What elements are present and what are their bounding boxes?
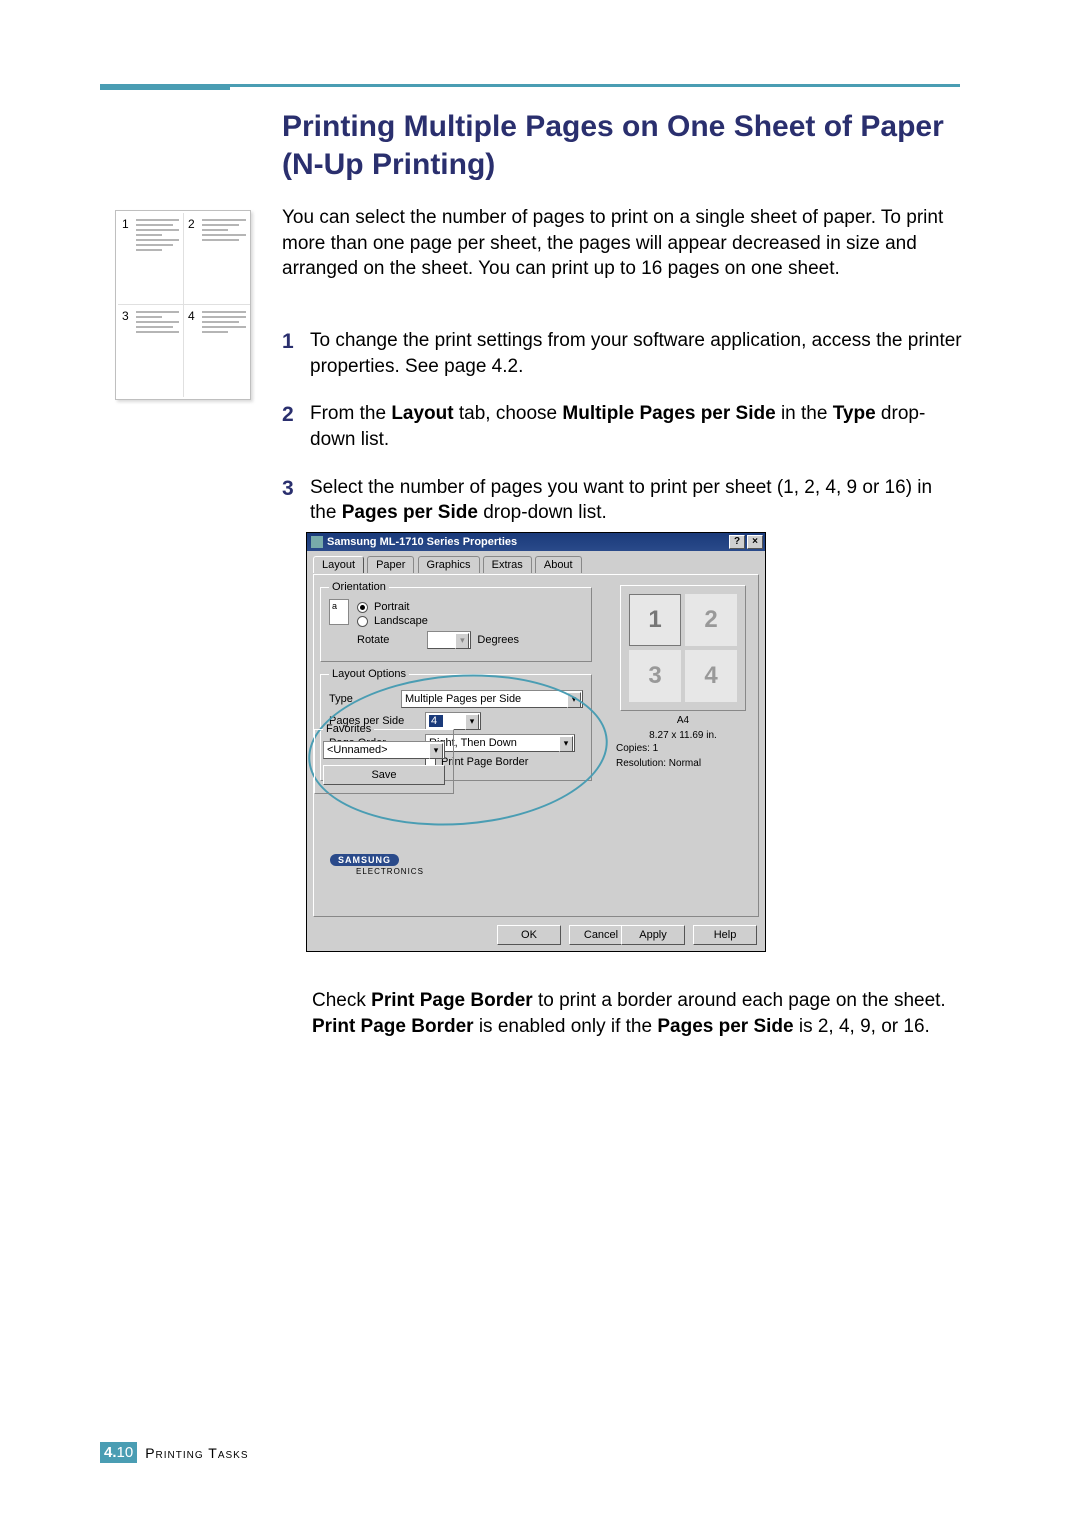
step-number: 1 xyxy=(282,328,310,379)
preview-size: 8.27 x 11.69 in. xyxy=(616,730,750,741)
preview-cell: 1 xyxy=(629,594,681,646)
save-button[interactable]: Save xyxy=(323,765,445,785)
rotate-label: Rotate xyxy=(357,634,389,646)
close-button[interactable]: × xyxy=(747,535,763,549)
step-number: 2 xyxy=(282,401,310,452)
brand-logo: SAMSUNG ELECTRONICS xyxy=(330,854,424,876)
preview-resolution: Resolution: Normal xyxy=(616,758,750,771)
degrees-label: Degrees xyxy=(477,634,519,646)
step-text: From the Layout tab, choose Multiple Pag… xyxy=(310,401,962,452)
page-title: Printing Multiple Pages on One Sheet of … xyxy=(282,108,962,183)
favorites-combo[interactable]: <Unnamed> xyxy=(323,741,445,759)
tab-layout[interactable]: Layout xyxy=(313,556,364,573)
titlebar[interactable]: Samsung ML-1710 Series Properties ? × xyxy=(307,533,765,551)
diagram-cell-num: 2 xyxy=(188,217,195,231)
diagram-cell-num: 3 xyxy=(122,309,129,323)
step-1: 1 To change the print settings from your… xyxy=(282,328,962,379)
step-number: 3 xyxy=(282,475,310,526)
preview-paper: A4 xyxy=(616,715,750,726)
orientation-icon xyxy=(329,599,349,625)
intro-paragraph: You can select the number of pages to pr… xyxy=(282,205,962,282)
step-3: 3 Select the number of pages you want to… xyxy=(282,475,962,526)
rotate-combo[interactable] xyxy=(427,631,471,649)
post-paragraph: Check Print Page Border to print a borde… xyxy=(312,988,952,1039)
tab-about[interactable]: About xyxy=(535,556,582,573)
tab-paper[interactable]: Paper xyxy=(367,556,414,573)
help-button[interactable]: ? xyxy=(729,535,745,549)
footer-label: Printing Tasks xyxy=(145,1445,248,1461)
orientation-legend: Orientation xyxy=(329,581,389,593)
tab-panel: Orientation Portrait Landscape Rotate De… xyxy=(313,574,759,917)
preview-cell: 3 xyxy=(629,650,681,702)
step-text: Select the number of pages you want to p… xyxy=(310,475,962,526)
tab-strip: Layout Paper Graphics Extras About xyxy=(313,555,759,574)
tab-graphics[interactable]: Graphics xyxy=(418,556,480,573)
header-rule xyxy=(100,84,960,87)
apply-button[interactable]: Apply xyxy=(621,925,685,945)
preview-copies: Copies: 1 xyxy=(616,743,750,756)
landscape-radio[interactable]: Landscape xyxy=(357,615,519,627)
preview-panel: 1 2 3 4 A4 8.27 x 11.69 in. Copies: 1 Re… xyxy=(616,585,750,770)
diagram-cell-num: 1 xyxy=(122,217,129,231)
tab-extras[interactable]: Extras xyxy=(483,556,532,573)
step-2: 2 From the Layout tab, choose Multiple P… xyxy=(282,401,962,452)
page-footer: 4.10 Printing Tasks xyxy=(100,1442,249,1463)
dialog-title: Samsung ML-1710 Series Properties xyxy=(327,536,517,548)
ok-button[interactable]: OK xyxy=(497,925,561,945)
steps-list: 1 To change the print settings from your… xyxy=(282,328,962,548)
diagram-cell-num: 4 xyxy=(188,309,195,323)
properties-dialog: Samsung ML-1710 Series Properties ? × La… xyxy=(306,532,766,952)
help-button[interactable]: Help xyxy=(693,925,757,945)
portrait-radio[interactable]: Portrait xyxy=(357,601,519,613)
step-text: To change the print settings from your s… xyxy=(310,328,962,379)
favorites-legend: Favorites xyxy=(323,723,374,735)
nup-diagram: 1 2 3 4 xyxy=(115,210,251,400)
layout-options-legend: Layout Options xyxy=(329,668,409,680)
preview-cell: 4 xyxy=(685,650,737,702)
preview-cell: 2 xyxy=(685,594,737,646)
app-icon xyxy=(311,536,323,548)
footer-chapter: 4.10 xyxy=(100,1442,137,1463)
orientation-group: Orientation Portrait Landscape Rotate De… xyxy=(320,581,592,662)
favorites-group: Favorites <Unnamed> Save xyxy=(314,723,454,794)
